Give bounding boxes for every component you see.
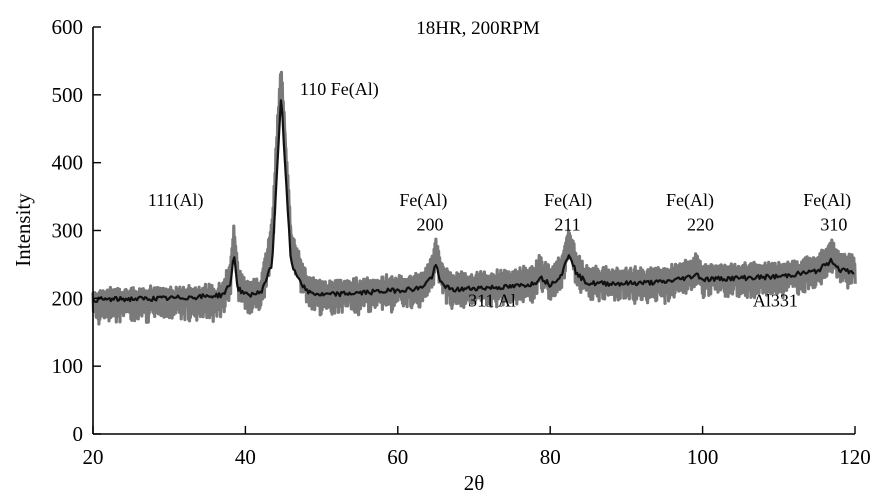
chart-title: 18HR, 200RPM bbox=[416, 18, 540, 39]
y-tick-label: 200 bbox=[52, 286, 84, 310]
x-tick-label: 40 bbox=[235, 445, 256, 469]
peak-annotation: 200 bbox=[417, 215, 444, 235]
series-raw-line bbox=[91, 70, 857, 326]
series-smoothed-line bbox=[92, 99, 855, 303]
peak-annotation: 220 bbox=[687, 215, 714, 235]
y-tick-label: 500 bbox=[52, 83, 84, 107]
peak-annotation: Fe(Al) bbox=[544, 190, 592, 211]
x-tick-label: 120 bbox=[839, 445, 871, 469]
peak-annotation: 311 Al bbox=[468, 290, 516, 310]
peak-annotation: 310 bbox=[820, 215, 847, 235]
axes bbox=[92, 27, 855, 435]
plot-area bbox=[91, 70, 857, 326]
y-axis-ticks: 0 100 200 300 400 500 600 bbox=[52, 15, 101, 446]
y-axis-label: Intensity bbox=[11, 193, 35, 267]
x-axis-ticks: 20 40 60 80 100 120 bbox=[83, 426, 871, 469]
peak-annotation: 110 Fe(Al) bbox=[300, 79, 379, 100]
x-axis-label: 2θ bbox=[464, 471, 485, 495]
y-tick-label: 400 bbox=[52, 151, 84, 175]
x-tick-label: 80 bbox=[540, 445, 561, 469]
x-tick-label: 60 bbox=[387, 445, 408, 469]
peak-annotation: Fe(Al) bbox=[666, 190, 714, 211]
peak-annotation: Fe(Al) bbox=[803, 190, 851, 211]
y-tick-label: 0 bbox=[73, 422, 84, 446]
peak-annotation: Fe(Al) bbox=[399, 190, 447, 211]
y-tick-label: 600 bbox=[52, 15, 84, 39]
y-tick-label: 300 bbox=[52, 219, 84, 243]
peak-annotation: Al331 bbox=[753, 290, 798, 310]
peak-annotation: 111(Al) bbox=[148, 190, 204, 211]
x-tick-label: 100 bbox=[687, 445, 719, 469]
peak-annotation: 211 bbox=[554, 215, 580, 235]
peak-annotations: 111(Al) 110 Fe(Al) Fe(Al) 200 311 Al Fe(Al) 21… bbox=[148, 79, 851, 311]
y-tick-label: 100 bbox=[52, 354, 84, 378]
x-tick-label: 20 bbox=[83, 445, 104, 469]
